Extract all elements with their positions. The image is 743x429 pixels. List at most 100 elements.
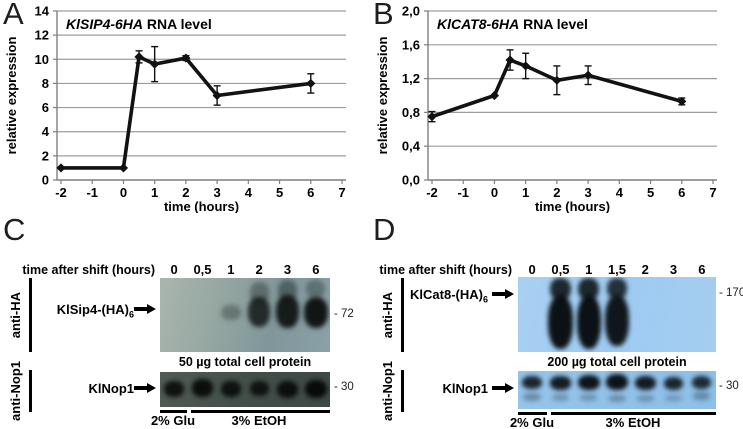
lane-label: 1	[585, 262, 593, 277]
panel-letter-b: B	[373, 0, 394, 31]
y-tick-label: 14	[35, 4, 50, 19]
data-point-diamond	[505, 55, 515, 65]
y-tick-label: 6	[42, 100, 49, 115]
lane-label: 1	[227, 262, 235, 277]
lane-label: 3	[283, 262, 292, 277]
western-blot-anti-nop1-c	[160, 372, 330, 407]
condition-underline-glu	[160, 410, 187, 413]
chart-title: KlSIP4-6HA RNA level	[66, 16, 212, 32]
condition-label-etoh-d: 3% EtOH	[605, 415, 661, 429]
time-after-shift-label-d: time after shift (hours)	[379, 263, 512, 277]
blot-band	[303, 297, 328, 329]
data-point-diamond	[677, 96, 687, 107]
blot-band	[693, 392, 711, 400]
condition-underline-glu	[518, 412, 547, 415]
blot-band	[665, 394, 682, 401]
x-tick-label: 0	[120, 185, 127, 200]
x-tick-label: -1	[457, 185, 469, 200]
blot-band	[550, 277, 571, 301]
lane-label: 2	[641, 262, 649, 277]
data-point-diamond	[118, 163, 129, 173]
blot-band	[663, 376, 684, 390]
panel-letter-a: A	[3, 0, 24, 31]
blot-band	[692, 375, 712, 389]
protein-amount-caption-c: 50 µg total cell protein	[178, 355, 312, 369]
y-tick-label: 1,6	[402, 37, 420, 52]
blot-band	[164, 380, 185, 397]
x-tick-label: 3	[213, 185, 220, 200]
x-tick-label: -2	[55, 185, 67, 200]
blot-band	[636, 394, 654, 402]
antibody-bracket-line	[29, 370, 32, 412]
blot-band	[304, 379, 327, 398]
x-tick-label: 3	[584, 185, 591, 200]
lane-label: 3	[669, 262, 678, 277]
y-axis-title: relative expression	[4, 37, 19, 155]
mw-marker-170: - 170	[719, 287, 743, 299]
blot-band	[580, 394, 598, 401]
time-after-shift-label-c: time after shift (hours)	[22, 263, 155, 277]
blot-band	[577, 374, 600, 390]
lane-label: 0	[170, 262, 178, 277]
western-blot-anti-ha-d	[518, 277, 716, 352]
band-label-text: KlNop1	[442, 381, 489, 396]
data-point-diamond	[583, 70, 593, 80]
antibody-bracket-line	[401, 370, 404, 412]
band-label-klnop1-d: KlNop1	[443, 381, 489, 399]
blot-band	[522, 375, 543, 389]
blot-band	[248, 297, 271, 327]
data-point-diamond	[212, 90, 222, 101]
antibody-bracket-line	[29, 278, 32, 352]
blot-band	[191, 379, 214, 397]
x-tick-label: -2	[426, 185, 438, 200]
y-tick-label: 1,2	[402, 71, 420, 86]
anti-nop1-text: anti-Nop1	[379, 361, 395, 421]
right-arrow-icon	[134, 307, 147, 311]
band-label-klnop1-c: KlNop1	[89, 381, 135, 399]
y-tick-label: 2	[42, 148, 49, 163]
data-line	[61, 55, 312, 170]
lane-label: 2	[255, 262, 263, 277]
anti-nop1-text: anti-Nop1	[7, 361, 23, 421]
western-blot-anti-ha-c	[160, 278, 330, 352]
lane-label: 6	[698, 262, 706, 277]
band-label-subscript: 6	[482, 294, 488, 305]
blot-band	[634, 375, 656, 391]
y-tick-label: 2,0	[402, 4, 420, 19]
panel-letter-c: C	[3, 212, 26, 247]
anti-ha-text: anti-HA	[7, 291, 23, 339]
condition-label-etoh-c: 3% EtOH	[231, 413, 287, 428]
y-axis-title: relative expression	[375, 37, 390, 155]
x-tick-label: 4	[616, 185, 624, 200]
condition-label-glu-c: 2% Glu	[150, 413, 196, 428]
western-blot-anti-nop1-d	[518, 371, 716, 409]
blot-band	[605, 295, 629, 346]
blot-band	[220, 305, 241, 321]
chart-title: KlCAT8-6HA RNA level	[437, 16, 588, 32]
y-tick-label: 0,4	[402, 139, 421, 154]
mw-marker-72: - 72	[334, 308, 354, 320]
blot-band	[249, 381, 269, 397]
band-label-text: KlCat8-(HA)	[410, 287, 483, 302]
data-point-diamond	[150, 59, 160, 69]
band-label-text: KlNop1	[88, 381, 135, 396]
x-tick-label: 7	[338, 185, 345, 200]
x-tick-label: 7	[709, 185, 716, 200]
condition-underline-etoh	[191, 410, 330, 413]
antibody-label-anti-ha-d: anti-HA	[374, 278, 400, 352]
blot-band	[276, 295, 299, 328]
data-point-diamond	[427, 112, 437, 122]
antibody-label-anti-nop1-d: anti-Nop1	[374, 358, 400, 424]
x-tick-label: 2	[182, 185, 189, 200]
blot-band	[549, 376, 571, 390]
lane-label: 0	[528, 262, 536, 277]
y-tick-label: 0,0	[402, 173, 420, 188]
y-tick-label: 4	[42, 124, 50, 139]
blot-band	[576, 295, 601, 349]
x-tick-label: 0	[491, 185, 498, 200]
antibody-label-anti-nop1-c: anti-Nop1	[2, 358, 28, 424]
x-tick-label: 1	[151, 185, 158, 200]
data-point-diamond	[306, 78, 316, 89]
